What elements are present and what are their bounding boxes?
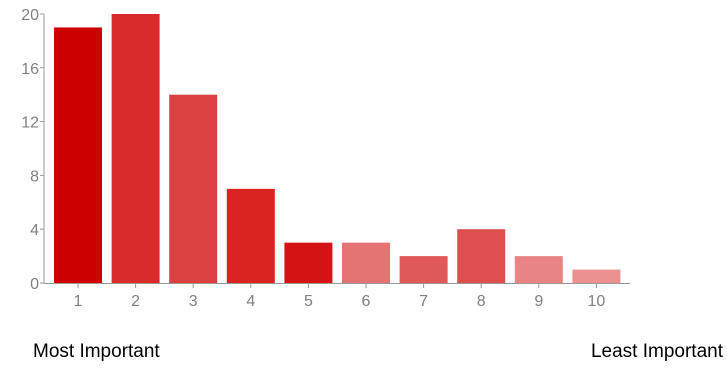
bar-6 [342, 242, 390, 283]
bar-5 [284, 242, 333, 283]
x-tick-label: 9 [534, 293, 543, 310]
x-axis: 1 2 3 4 5 6 7 8 9 10 [44, 283, 630, 310]
bar-8 [457, 229, 506, 283]
y-tick-label: 4 [30, 222, 39, 239]
y-tick-label: 8 [30, 168, 39, 185]
y-tick-label: 0 [30, 276, 39, 293]
bar-4 [226, 188, 275, 283]
bar-10 [572, 269, 621, 283]
x-tick-label: 7 [419, 293, 428, 310]
y-tick-label: 16 [21, 61, 39, 78]
x-tick-label: 2 [131, 293, 140, 310]
bar-7 [399, 256, 448, 283]
y-tick-label: 20 [21, 7, 39, 24]
bar-1 [54, 27, 102, 284]
x-tick-label: 8 [477, 293, 486, 310]
most-important-label: Most Important [33, 341, 160, 362]
x-tick-label: 10 [588, 293, 606, 310]
y-axis: 0 4 8 12 16 20 [21, 7, 45, 293]
least-important-label: Least Important [590, 341, 723, 362]
x-tick-label: 5 [304, 293, 313, 310]
bars-group [54, 14, 621, 284]
y-tick-label: 12 [21, 115, 39, 132]
bar-2 [111, 14, 160, 283]
bar-9 [514, 256, 563, 283]
x-tick-label: 1 [74, 293, 83, 310]
x-tick-label: 6 [362, 293, 371, 310]
bar-3 [169, 94, 218, 283]
x-tick-label: 3 [189, 293, 198, 310]
x-tick-label: 4 [246, 293, 255, 310]
